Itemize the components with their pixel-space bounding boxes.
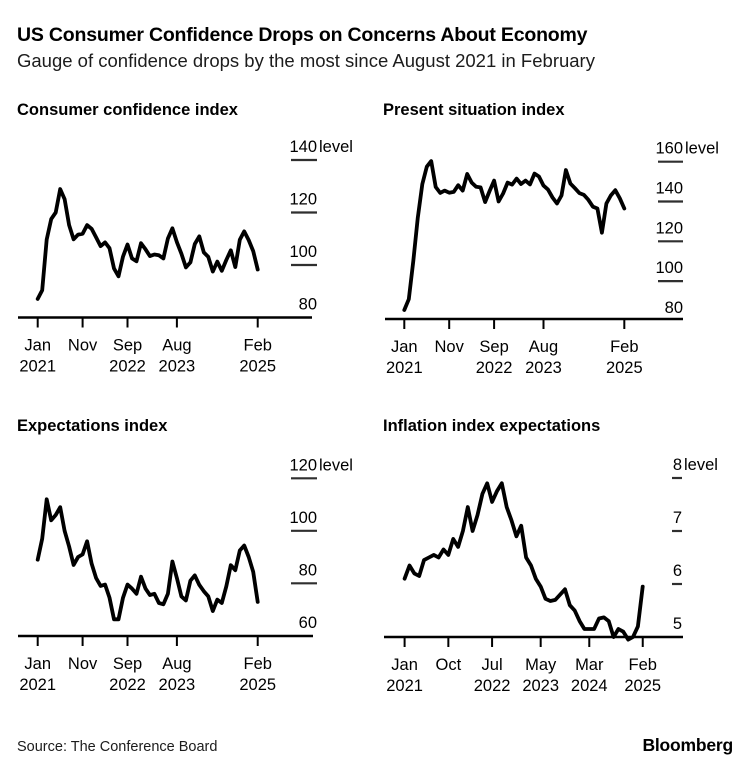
x-axis-year-label: 2025 bbox=[239, 358, 276, 376]
y-axis-tick-label: 7 bbox=[673, 509, 682, 527]
x-axis-year-label: 2023 bbox=[522, 677, 559, 695]
y-axis-tick-label: 5 bbox=[673, 615, 682, 633]
x-axis-year-label: 2025 bbox=[606, 359, 643, 377]
y-axis-tick-label: 100 bbox=[289, 509, 317, 527]
x-axis-year-label: 2021 bbox=[386, 359, 423, 377]
chart-title-consumer-confidence: Consumer confidence index bbox=[17, 101, 238, 119]
page-subtitle: Gauge of confidence drops by the most si… bbox=[17, 50, 595, 71]
data-series-line bbox=[35, 187, 260, 301]
x-axis-month-label: Sep bbox=[479, 338, 508, 356]
y-axis-tick-label: 160 bbox=[655, 140, 683, 158]
y-axis-tick-label: 80 bbox=[665, 299, 683, 317]
y-axis-tick-label: 80 bbox=[299, 561, 317, 579]
y-axis-tick-label: 80 bbox=[299, 296, 317, 314]
page-title: US Consumer Confidence Drops on Concerns… bbox=[17, 24, 588, 46]
chart-title-inflation-expectations: Inflation index expectations bbox=[383, 417, 601, 435]
x-axis-year-label: 2023 bbox=[159, 676, 196, 694]
x-axis-month-label: Mar bbox=[575, 656, 604, 674]
x-axis-month-label: Feb bbox=[629, 656, 657, 674]
x-axis-year-label: 2025 bbox=[624, 677, 661, 695]
data-series-line bbox=[35, 497, 260, 622]
y-axis-tick-label: 100 bbox=[289, 243, 317, 261]
expectations-line-chart: 120 level 100 80 60 Jan 2021 Nov Sep 2022 Aug 2023 F… bbox=[18, 456, 353, 694]
present-situation-line-chart: 160 level 140 120 100 80 Jan 2021 Nov Sep 2022 Aug 2… bbox=[385, 140, 719, 377]
x-axis-month-label: Aug bbox=[162, 337, 191, 355]
x-axis-month-label: Sep bbox=[113, 337, 142, 355]
x-axis-month-label: Jan bbox=[24, 337, 51, 355]
inflation-expectations-line-chart: 8 level 7 6 5 Jan 2021 Oct Jul 2022 May 2023 Mar 2024… bbox=[384, 456, 718, 695]
x-axis-year-label: 2022 bbox=[109, 358, 146, 376]
x-axis-year-label: 2021 bbox=[19, 676, 56, 694]
x-axis-year-label: 2023 bbox=[159, 358, 196, 376]
source-text: Source: The Conference Board bbox=[17, 739, 218, 755]
bloomberg-logo: Bloomberg bbox=[642, 735, 733, 755]
footer: Source: The Conference Board Bloomberg bbox=[17, 735, 733, 756]
x-axis-month-label: Feb bbox=[610, 338, 638, 356]
x-axis-month-label: Aug bbox=[162, 655, 191, 673]
x-axis-month-label: Jan bbox=[391, 656, 418, 674]
x-axis-month-label: Jul bbox=[482, 656, 503, 674]
y-axis-tick-label: 6 bbox=[673, 562, 682, 580]
y-axis-tick-label: 140 bbox=[655, 180, 683, 198]
consumer-confidence-line-chart: 140 level 120 100 80 Jan 2021 Nov Sep 2022 Aug 2023… bbox=[18, 138, 353, 376]
y-axis-tick-label: 120 bbox=[655, 219, 683, 237]
x-axis-year-label: 2022 bbox=[109, 676, 146, 694]
y-axis-tick-label: 140 bbox=[289, 138, 317, 156]
x-axis-year-label: 2024 bbox=[571, 677, 608, 695]
x-axis-month-label: Sep bbox=[113, 655, 142, 673]
y-axis-tick-label: 8 bbox=[673, 456, 682, 474]
y-axis-unit-label: level bbox=[319, 456, 353, 474]
x-axis-month-label: Feb bbox=[243, 655, 271, 673]
x-axis-year-label: 2022 bbox=[476, 359, 513, 377]
x-axis-year-label: 2025 bbox=[239, 676, 276, 694]
x-axis-year-label: 2021 bbox=[386, 677, 423, 695]
x-axis-month-label: Jan bbox=[24, 655, 51, 673]
x-axis-month-label: Jan bbox=[391, 338, 418, 356]
x-axis-month-label: Nov bbox=[68, 655, 98, 673]
y-axis-tick-label: 120 bbox=[289, 191, 317, 209]
x-axis-month-label: Nov bbox=[435, 338, 465, 356]
y-axis-unit-label: level bbox=[684, 456, 718, 474]
x-axis-year-label: 2021 bbox=[19, 358, 56, 376]
chart-title-present-situation: Present situation index bbox=[383, 101, 565, 119]
x-axis-month-label: May bbox=[525, 656, 557, 674]
x-axis-month-label: Feb bbox=[243, 337, 271, 355]
y-axis-unit-label: level bbox=[319, 138, 353, 156]
data-series-line bbox=[402, 481, 645, 642]
x-axis-month-label: Nov bbox=[68, 337, 98, 355]
x-axis-month-label: Aug bbox=[529, 338, 558, 356]
y-axis-tick-label: 120 bbox=[289, 456, 317, 474]
x-axis-month-label: Oct bbox=[436, 656, 462, 674]
y-axis-tick-label: 100 bbox=[655, 259, 683, 277]
y-axis-tick-label: 60 bbox=[299, 614, 317, 632]
x-axis-year-label: 2023 bbox=[525, 359, 562, 377]
x-axis-year-label: 2022 bbox=[474, 677, 511, 695]
chart-title-expectations: Expectations index bbox=[17, 417, 168, 435]
y-axis-unit-label: level bbox=[685, 140, 719, 158]
data-series-line bbox=[402, 159, 627, 312]
